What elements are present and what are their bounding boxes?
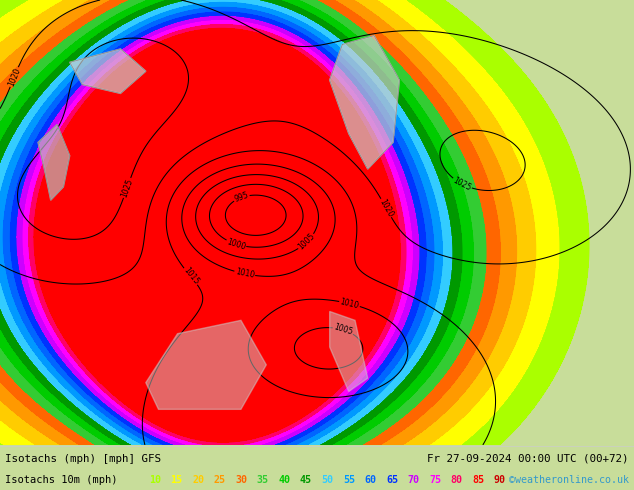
Polygon shape — [330, 36, 399, 169]
Text: Isotachs 10m (mph): Isotachs 10m (mph) — [5, 475, 117, 485]
Text: 45: 45 — [300, 475, 312, 485]
Text: 85: 85 — [472, 475, 484, 485]
Text: Isotachs (mph) [mph] GFS: Isotachs (mph) [mph] GFS — [5, 454, 161, 464]
Text: 1025: 1025 — [451, 175, 472, 193]
Polygon shape — [70, 49, 146, 94]
Text: 75: 75 — [429, 475, 441, 485]
Text: 40: 40 — [278, 475, 290, 485]
Text: 35: 35 — [257, 475, 269, 485]
Text: 1005: 1005 — [297, 232, 317, 252]
Text: 70: 70 — [408, 475, 420, 485]
Text: Fr 27-09-2024 00:00 UTC (00+72): Fr 27-09-2024 00:00 UTC (00+72) — [427, 454, 629, 464]
Text: 60: 60 — [365, 475, 377, 485]
Text: 20: 20 — [192, 475, 204, 485]
Text: 50: 50 — [321, 475, 333, 485]
Text: ©weatheronline.co.uk: ©weatheronline.co.uk — [509, 475, 629, 485]
Text: 1010: 1010 — [339, 297, 360, 310]
Text: 1020: 1020 — [377, 197, 395, 219]
Text: 10: 10 — [149, 475, 161, 485]
Text: 65: 65 — [386, 475, 398, 485]
Text: 30: 30 — [235, 475, 247, 485]
Text: 1015: 1015 — [181, 266, 200, 287]
Text: 25: 25 — [214, 475, 226, 485]
Text: 995: 995 — [233, 191, 250, 204]
Text: 1005: 1005 — [333, 323, 354, 337]
Text: 1010: 1010 — [235, 268, 255, 280]
Text: 1000: 1000 — [226, 237, 247, 251]
Polygon shape — [330, 312, 368, 392]
Polygon shape — [146, 320, 266, 409]
Text: 80: 80 — [451, 475, 463, 485]
Text: 1025: 1025 — [120, 177, 134, 198]
Text: 55: 55 — [343, 475, 355, 485]
Text: 15: 15 — [171, 475, 183, 485]
Polygon shape — [38, 124, 70, 200]
Text: 1020: 1020 — [6, 66, 22, 88]
Text: 90: 90 — [494, 475, 506, 485]
